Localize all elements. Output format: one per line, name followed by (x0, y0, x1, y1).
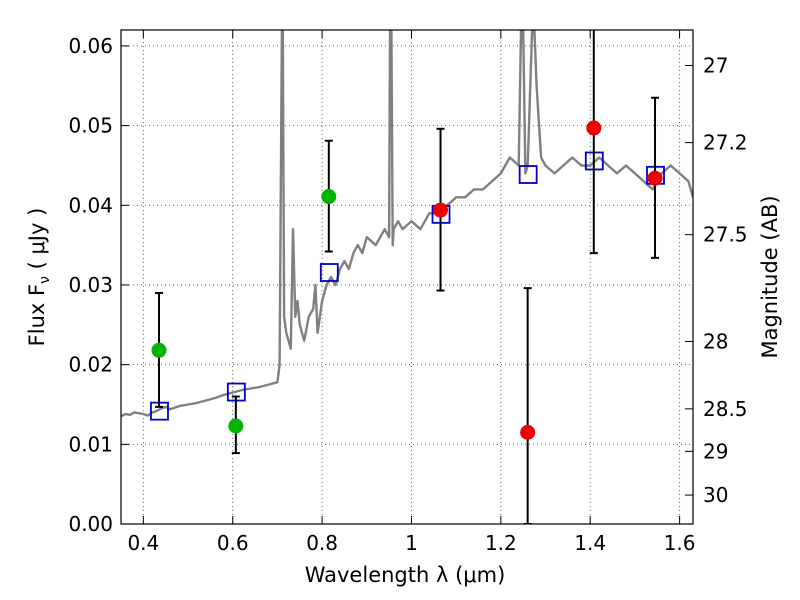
model-spectrum (121, 30, 693, 418)
x-tick-label: 1.6 (664, 531, 696, 555)
y2-tick-label: 27 (703, 54, 728, 78)
y2-tick-label: 28 (703, 329, 728, 353)
y-tick-label: 0.03 (68, 273, 113, 297)
observed-point (433, 202, 449, 218)
data-points (150, 30, 665, 524)
y-tick-label: 0.00 (68, 512, 113, 536)
grid (121, 30, 693, 524)
x-tick-label: 1.4 (574, 531, 606, 555)
axis-ticks: 0.4 0.6 0.8 1 1.2 1.4 1.6 0.00 0.01 0.02 0.03 0.04 0… (68, 30, 748, 555)
plot-frame (120, 29, 694, 525)
y-axis-label-subscript: ν (37, 276, 53, 284)
x-tick-label: 0.4 (127, 531, 159, 555)
x-tick-label: 0.6 (217, 531, 249, 555)
y-tick-label: 0.05 (68, 114, 113, 138)
x-tick-label: 1 (405, 531, 418, 555)
observed-point (228, 418, 244, 434)
observed-point (520, 424, 536, 440)
y-axis-label-unit: ( μJy ) (25, 208, 49, 276)
model-square-point (518, 165, 538, 184)
y2-tick-label: 27.5 (703, 223, 748, 247)
y-axis-label-main: Flux F (25, 284, 49, 346)
y-axis-label: Flux Fν ( μJy ) (25, 208, 53, 347)
spectrum-line (121, 30, 693, 418)
x-axis-label: Wavelength λ (μm) (305, 563, 506, 587)
observed-point (321, 189, 337, 205)
model-square-point (319, 263, 339, 282)
y-tick-label: 0.04 (68, 193, 113, 217)
y2-tick-label: 27.2 (703, 131, 748, 155)
observed-point (151, 342, 167, 358)
y2-tick-label: 29 (703, 439, 728, 463)
y2-tick-label: 30 (703, 483, 728, 507)
observed-point (586, 120, 602, 136)
y-tick-label: 0.02 (68, 353, 113, 377)
y-tick-label: 0.06 (68, 34, 113, 58)
y2-axis-label: Magnitude (AB) (758, 195, 782, 358)
x-tick-label: 0.8 (306, 531, 338, 555)
y-tick-label: 0.01 (68, 432, 113, 456)
observed-point (647, 170, 663, 186)
x-tick-label: 1.2 (485, 531, 517, 555)
y2-tick-label: 28.5 (703, 397, 748, 421)
